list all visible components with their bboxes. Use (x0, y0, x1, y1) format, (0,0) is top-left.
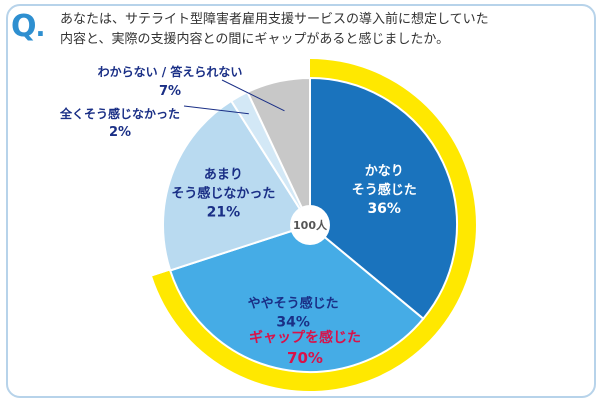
label-somewhat-value: 34% (276, 315, 310, 331)
center-label: 100人 (293, 218, 328, 232)
label-not_at_all-value: 2% (109, 125, 131, 140)
question-mark-icon: Q. (11, 5, 47, 49)
label-dont_know-text: わからない / 答えられない (98, 64, 243, 79)
question-line-1: あなたは、サテライト型障害者雇用支援サービスの導入前に想定していた (60, 12, 489, 27)
question-text: あなたは、サテライト型障害者雇用支援サービスの導入前に想定していた 内容と、実際… (60, 10, 580, 50)
label-not_much-text: あまり (204, 168, 243, 183)
question-line-2: 内容と、実際の支援内容との間にギャップがあると感じましたか。 (60, 32, 450, 47)
label-dont_know-value: 7% (159, 84, 181, 99)
label-quite-value: 36% (367, 201, 401, 217)
label-quite-text: そう感じた (352, 182, 417, 198)
pie-slice-not_much (162, 99, 312, 272)
label-not_much-value: 21% (207, 205, 241, 221)
leader-line-dont-know (221, 79, 285, 112)
label-not_at_all-text: 全くそう感じなかった (59, 106, 180, 121)
label-outer-gap-text: ギャップを感じた (249, 329, 361, 346)
label-outer-gap: ギャップを感じた 70% (249, 329, 361, 367)
pie-slice-quite (309, 76, 459, 321)
label-dont_know: わからない / 答えられない 7% (98, 64, 243, 99)
label-somewhat: ややそう感じた 34% (248, 296, 339, 331)
pie-slice-somewhat (168, 223, 425, 373)
center-hole (290, 205, 330, 245)
label-quite-text: かなり (365, 164, 404, 179)
pie-slice-dont_know (246, 76, 311, 226)
label-somewhat-text: ややそう感じた (248, 296, 339, 312)
q-dot: . (35, 13, 46, 43)
q-letter: Q (11, 9, 36, 44)
leader-line-not-at-all (183, 105, 249, 115)
label-outer-gap-value: 70% (287, 349, 323, 367)
label-not_much-text: そう感じなかった (171, 186, 275, 202)
label-not_at_all: 全くそう感じなかった 2% (59, 106, 180, 140)
